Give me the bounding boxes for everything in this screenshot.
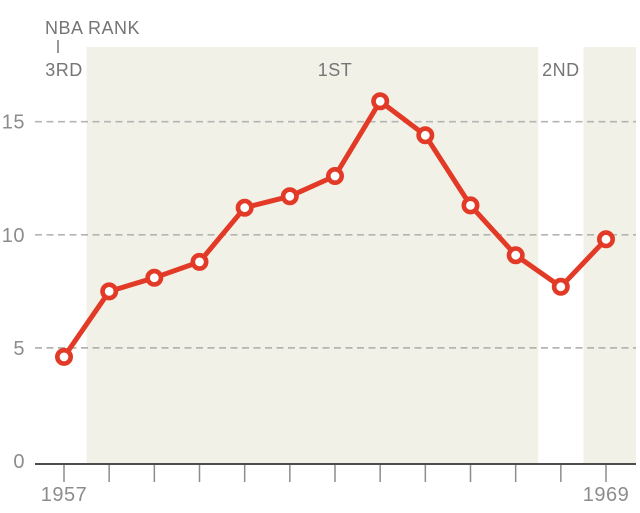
data-point-1963 [325, 167, 344, 186]
data-point-1958 [100, 282, 119, 301]
data-point-1967 [506, 246, 525, 265]
y-axis-label: 10 [2, 225, 25, 247]
rank-label-3rd: 3RD [45, 60, 83, 80]
data-point-1957 [54, 347, 73, 366]
y-axis-label: 0 [13, 451, 25, 473]
data-point-1961 [235, 198, 254, 217]
rank-label-1st: 1ST [318, 60, 353, 80]
rank-period-band [86, 47, 539, 463]
data-point-1959 [145, 268, 164, 287]
data-point-1960 [190, 252, 209, 271]
data-point-1968 [551, 277, 570, 296]
data-point-1965 [416, 126, 435, 145]
x-axis-label: 1969 [583, 484, 630, 506]
data-point-1962 [280, 187, 299, 206]
data-point-1964 [371, 92, 390, 111]
chart-title: NBA RANK [45, 18, 140, 38]
x-axis-label: 1957 [41, 484, 88, 506]
y-axis-label: 5 [13, 338, 25, 360]
data-point-1966 [461, 196, 480, 215]
y-axis-label: 15 [2, 112, 25, 134]
data-point-1969 [596, 230, 615, 249]
rank-label-2nd: 2ND [542, 60, 580, 80]
